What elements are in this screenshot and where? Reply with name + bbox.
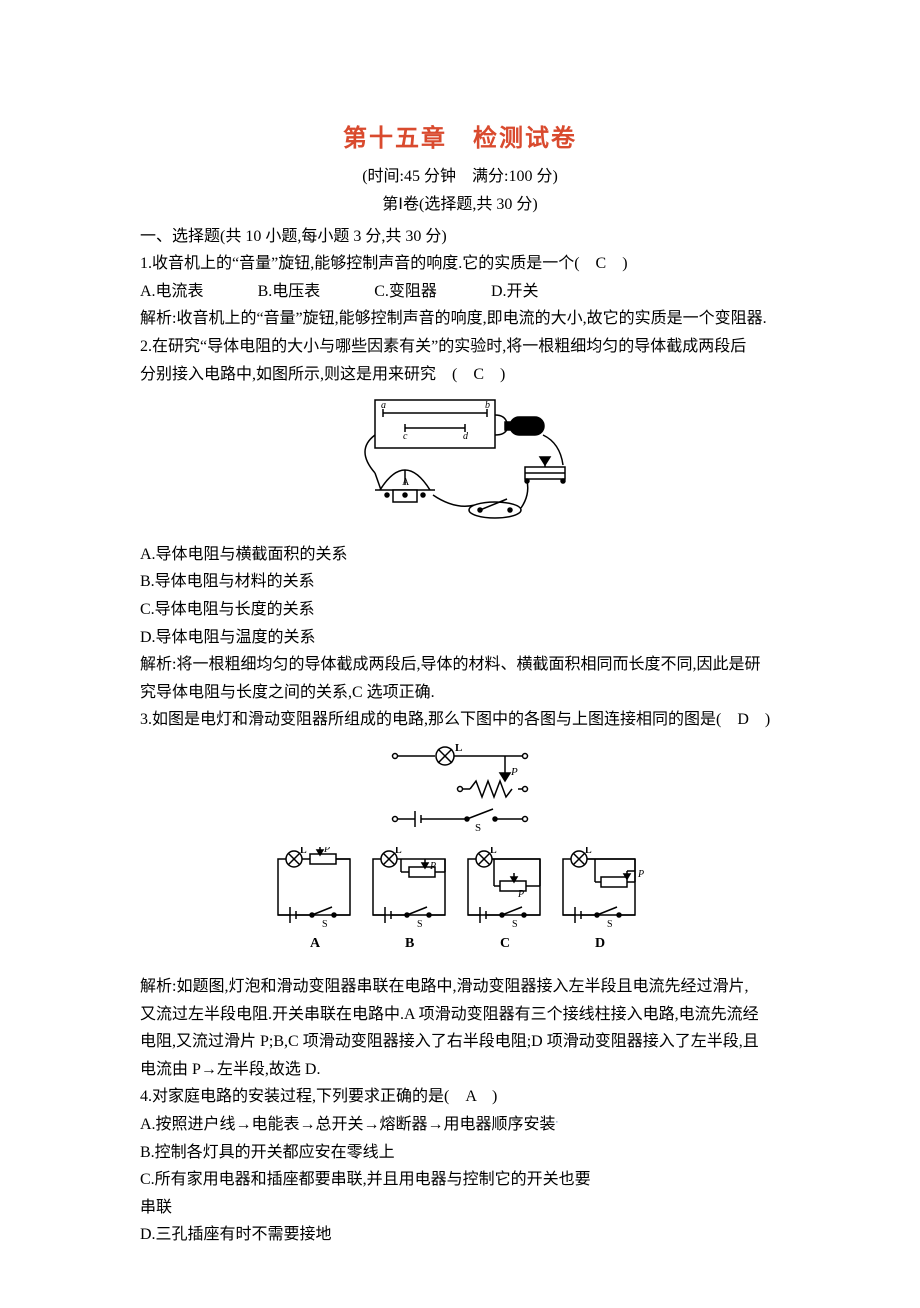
q1-opt-d: D.开关 [491,279,539,305]
q3-figure-top: L P S [140,741,780,840]
part-line: 第Ⅰ卷(选择题,共 30 分) [140,192,780,218]
page-title: 第十五章 检测试卷 [140,120,780,158]
q1-opt-c: C.变阻器 [374,279,437,305]
q3-explain1: 解析:如题图,灯泡和滑动变阻器串联在电路中,滑动变阻器接入左半段且电流先经过滑片… [140,974,780,1000]
q2-figure: a b c d A [140,395,780,534]
q4-opt-c2: 串联 [140,1195,780,1221]
q2-stem2: 分别接入电路中,如图所示,则这是用来研究 ( C ) [140,362,780,388]
q2-opt-b: B.导体电阻与材料的关系 [140,569,780,595]
fig3t-L: L [455,742,462,754]
q3-explain4: 电流由 P→左半段,故选 D. [140,1057,780,1083]
fig3D-P: P [637,869,644,880]
q2-opt-c: C.导体电阻与长度的关系 [140,597,780,623]
q1-opt-b: B.电压表 [258,279,321,305]
q2-explain1: 解析:将一根粗细均匀的导体截成两段后,导体的材料、横截面积相同而长度不同,因此是… [140,652,780,678]
q1-explain: 解析:收音机上的“音量”旋钮,能够控制声音的响度,即电流的大小,故它的实质是一个… [140,306,780,332]
fig2-label-A: A [402,477,410,488]
fig2-label-a: a [381,400,386,411]
q2-opt-a: A.导体电阻与横截面积的关系 [140,542,780,568]
q1-options: A.电流表 B.电压表 C.变阻器 D.开关 [140,279,780,305]
q1-stem: 1.收音机上的“音量”旋钮,能够控制声音的响度.它的实质是一个( C ) [140,251,780,277]
fig3t-S: S [475,822,481,831]
fig3B-P: P [429,861,436,872]
q2-stem1: 2.在研究“导体电阻的大小与哪些因素有关”的实验时,将一根粗细均匀的导体截成两段… [140,334,780,360]
fig3-opt-A: A [310,936,321,951]
fig3C-P: P [517,889,524,900]
section-header: 一、选择题(共 10 小题,每小题 3 分,共 30 分) [140,224,780,250]
fig3A-S: S [322,919,328,930]
fig2-label-b: b [485,400,490,411]
fig3A-L: L [300,847,307,856]
q3-explain3: 电阻,又流过滑片 P;B,C 项滑动变阻器接入了右半段电阻;D 项滑动变阻器接入… [140,1029,780,1055]
fig3D-L: L [585,847,592,856]
fig2-label-c: c [403,431,408,442]
q4-opt-a: A.按照进户线→电能表→总开关→熔断器→用电器顺序安装. [140,1112,780,1138]
q3-explain2: 又流过左半段电阻.开关串联在电路中.A 项滑动变阻器有三个接线柱接入电路,电流先… [140,1002,780,1028]
q4-opt-c1: C.所有家用电器和插座都要串联,并且用电器与控制它的开关也要 [140,1167,780,1193]
q2-opt-d: D.导体电阻与温度的关系 [140,625,780,651]
q4-stem: 4.对家庭电路的安装过程,下列要求正确的是( A ) [140,1084,780,1110]
fig3-opt-C: C [500,936,510,951]
fig3B-L: L [395,847,402,856]
fig3-opt-B: B [405,936,414,951]
q4-opt-b: B.控制各灯具的开关都应安在零线上 [140,1140,780,1166]
fig3-opt-D: D [595,936,605,951]
q4-opt-d: D.三孔插座有时不需要接地 [140,1222,780,1248]
fig3A-P: P [323,847,330,855]
dot-icon: . [556,1115,559,1126]
fig3B-S: S [417,919,423,930]
fig3C-L: L [490,847,497,856]
q2-explain2: 究导体电阻与长度之间的关系,C 选项正确. [140,680,780,706]
q3-stem: 3.如图是电灯和滑动变阻器所组成的电路,那么下图中的各图与上图连接相同的图是( … [140,707,780,733]
meta-line: (时间:45 分钟 满分:100 分) [140,164,780,190]
q1-opt-a: A.电流表 [140,279,204,305]
fig3C-S: S [512,919,518,930]
q4-opt-a-text: A.按照进户线→电能表→总开关→熔断器→用电器顺序安装 [140,1116,556,1133]
fig3D-S: S [607,919,613,930]
fig3t-P: P [510,766,518,778]
q3-figure-options: L L L L P P P P S S S S A B C D [140,847,780,966]
